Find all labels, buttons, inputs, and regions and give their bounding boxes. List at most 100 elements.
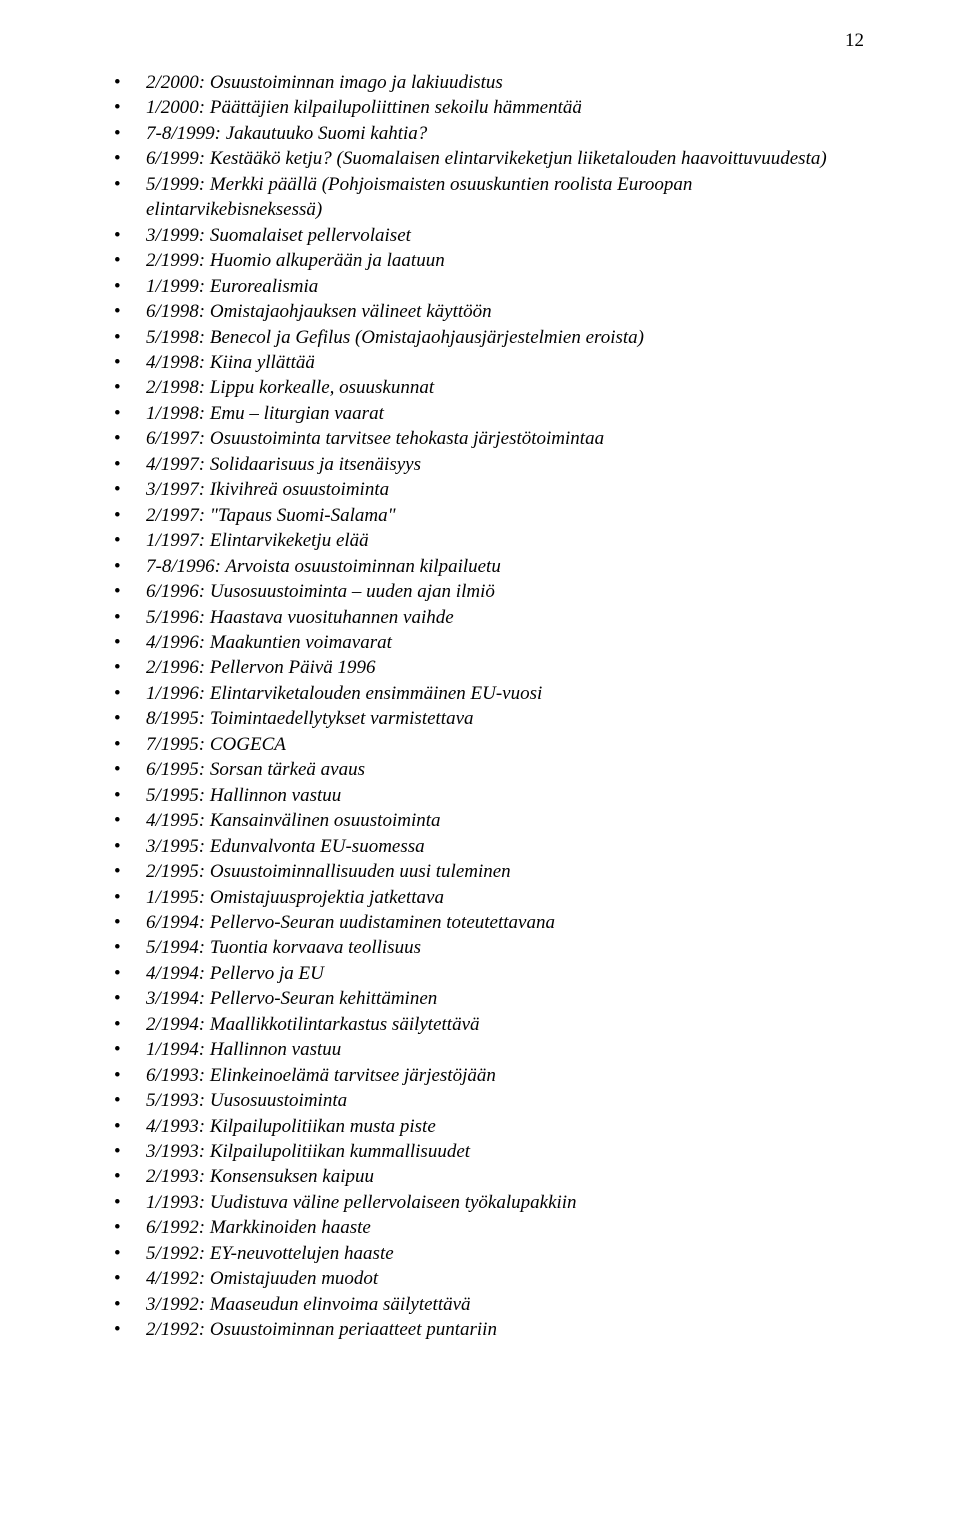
entry-issue: 6/1999 <box>146 148 199 169</box>
list-item: 2/1999: Huomio alkuperään ja laatuun <box>114 248 870 273</box>
entry-issue: 3/1993 <box>146 1141 199 1162</box>
entry-title: COGECA <box>210 734 286 755</box>
entry-issue: 2/1993 <box>146 1166 199 1187</box>
entry-issue: 6/1994 <box>146 912 199 933</box>
entry-issue: 5/1994 <box>146 937 199 958</box>
list-item: 7-8/1996: Arvoista osuustoiminnan kilpai… <box>114 554 870 579</box>
entry-issue: 3/1997 <box>146 479 199 500</box>
list-item: 5/1993: Uusosuustoiminta <box>114 1088 870 1113</box>
entry-title: Kansainvälinen osuustoiminta <box>210 810 441 831</box>
list-item: 8/1995: Toimintaedellytykset varmistetta… <box>114 706 870 731</box>
entry-issue: 7-8/1999 <box>146 123 215 144</box>
entry-title: Omistajaohjauksen välineet käyttöön <box>210 301 492 322</box>
list-item: 7/1995: COGECA <box>114 732 870 757</box>
list-item: 2/1992: Osuustoiminnan periaatteet punta… <box>114 1317 870 1342</box>
list-item: 4/1995: Kansainvälinen osuustoiminta <box>114 808 870 833</box>
list-item: 3/1993: Kilpailupolitiikan kummallisuude… <box>114 1139 870 1164</box>
entry-title: Konsensuksen kaipuu <box>210 1166 374 1187</box>
entry-title: Edunvalvonta EU-suomessa <box>210 836 425 857</box>
entry-issue: 6/1992 <box>146 1217 199 1238</box>
entry-title: Elintarvikeketju elää <box>210 530 369 551</box>
list-item: 5/1994: Tuontia korvaava teollisuus <box>114 935 870 960</box>
list-item: 4/1993: Kilpailupolitiikan musta piste <box>114 1114 870 1139</box>
entry-title: Pellervo-Seuran uudistaminen toteutettav… <box>210 912 555 933</box>
entry-issue: 5/1992 <box>146 1243 199 1264</box>
list-item: 3/1994: Pellervo-Seuran kehittäminen <box>114 986 870 1011</box>
entry-issue: 5/1996 <box>146 607 199 628</box>
list-item: 5/1995: Hallinnon vastuu <box>114 783 870 808</box>
entry-title: Merkki päällä (Pohjoismaisten osuuskunti… <box>146 174 692 220</box>
entry-issue: 5/1993 <box>146 1090 199 1111</box>
entry-issue: 4/1995 <box>146 810 199 831</box>
entry-title: Jakautuuko Suomi kahtia? <box>226 123 428 144</box>
list-item: 1/1993: Uudistuva väline pellervolaiseen… <box>114 1190 870 1215</box>
list-item: 3/1999: Suomalaiset pellervolaiset <box>114 223 870 248</box>
list-item: 1/1994: Hallinnon vastuu <box>114 1037 870 1062</box>
entry-title: "Tapaus Suomi-Salama" <box>210 505 396 526</box>
entry-title: Eurorealismia <box>210 276 318 297</box>
entry-issue: 4/1993 <box>146 1116 199 1137</box>
entry-title: Omistajuuden muodot <box>210 1268 378 1289</box>
entry-title: Solidaarisuus ja itsenäisyys <box>210 454 421 475</box>
list-item: 6/1997: Osuustoiminta tarvitsee tehokast… <box>114 426 870 451</box>
entry-title: Hallinnon vastuu <box>210 785 341 806</box>
entry-issue: 2/1992 <box>146 1319 199 1340</box>
entry-issue: 3/1992 <box>146 1294 199 1315</box>
entry-issue: 1/1995 <box>146 887 199 908</box>
entry-issue: 8/1995 <box>146 708 199 729</box>
list-item: 4/1998: Kiina yllättää <box>114 350 870 375</box>
entry-title: EY-neuvottelujen haaste <box>210 1243 394 1264</box>
entry-title: Pellervo ja EU <box>210 963 324 984</box>
entry-title: Omistajuusprojektia jatkettava <box>210 887 444 908</box>
entry-title: Kilpailupolitiikan musta piste <box>210 1116 436 1137</box>
entry-issue: 4/1994 <box>146 963 199 984</box>
list-item: 4/1994: Pellervo ja EU <box>114 961 870 986</box>
entry-title: Uusosuustoiminta <box>210 1090 347 1111</box>
list-item: 6/1992: Markkinoiden haaste <box>114 1215 870 1240</box>
entry-title: Elintarviketalouden ensimmäinen EU-vuosi <box>210 683 542 704</box>
entry-issue: 4/1992 <box>146 1268 199 1289</box>
entry-issue: 2/1997 <box>146 505 199 526</box>
entry-issue: 2/1996 <box>146 657 199 678</box>
entry-issue: 7-8/1996 <box>146 556 215 577</box>
entry-title: Osuustoiminta tarvitsee tehokasta järjes… <box>210 428 604 449</box>
entry-issue: 1/1999 <box>146 276 199 297</box>
entry-title: Sorsan tärkeä avaus <box>210 759 365 780</box>
entry-issue: 6/1995 <box>146 759 199 780</box>
entry-issue: 2/1998 <box>146 377 199 398</box>
entry-issue: 1/1997 <box>146 530 199 551</box>
entry-issue: 1/1993 <box>146 1192 199 1213</box>
entry-issue: 6/1997 <box>146 428 199 449</box>
entry-title: Uudistuva väline pellervolaiseen työkalu… <box>210 1192 577 1213</box>
list-item: 3/1997: Ikivihreä osuustoiminta <box>114 477 870 502</box>
entry-title: Osuustoiminnallisuuden uusi tuleminen <box>210 861 511 882</box>
entry-issue: 1/1996 <box>146 683 199 704</box>
entry-issue: 4/1997 <box>146 454 199 475</box>
entry-title: Päättäjien kilpailupoliittinen sekoilu h… <box>210 97 582 118</box>
list-item: 2/1994: Maallikkotilintarkastus säilytet… <box>114 1012 870 1037</box>
list-item: 2/1995: Osuustoiminnallisuuden uusi tule… <box>114 859 870 884</box>
list-item: 2/1996: Pellervon Päivä 1996 <box>114 655 870 680</box>
list-item: 1/1999: Eurorealismia <box>114 274 870 299</box>
entry-title: Uusosuustoiminta – uuden ajan ilmiö <box>210 581 495 602</box>
list-item: 1/1995: Omistajuusprojektia jatkettava <box>114 885 870 910</box>
list-item: 5/1996: Haastava vuosituhannen vaihde <box>114 605 870 630</box>
list-item: 6/1995: Sorsan tärkeä avaus <box>114 757 870 782</box>
entry-title: Arvoista osuustoiminnan kilpailuetu <box>225 556 501 577</box>
entry-issue: 5/1999 <box>146 174 199 195</box>
entry-issue: 3/1994 <box>146 988 199 1009</box>
list-item: 1/2000: Päättäjien kilpailupoliittinen s… <box>114 95 870 120</box>
list-item: 3/1992: Maaseudun elinvoima säilytettävä <box>114 1292 870 1317</box>
list-item: 1/1998: Emu – liturgian vaarat <box>114 401 870 426</box>
entry-title: Pellervo-Seuran kehittäminen <box>210 988 437 1009</box>
entry-issue: 5/1995 <box>146 785 199 806</box>
entry-issue: 6/1993 <box>146 1065 199 1086</box>
page-number: 12 <box>90 30 870 52</box>
entry-title: Elinkeinoelämä tarvitsee järjestöjään <box>210 1065 496 1086</box>
entry-title: Haastava vuosituhannen vaihde <box>210 607 454 628</box>
entry-title: Markkinoiden haaste <box>210 1217 371 1238</box>
entry-title: Pellervon Päivä 1996 <box>210 657 376 678</box>
entry-issue: 5/1998 <box>146 327 199 348</box>
list-item: 1/1997: Elintarvikeketju elää <box>114 528 870 553</box>
entry-issue: 3/1999 <box>146 225 199 246</box>
